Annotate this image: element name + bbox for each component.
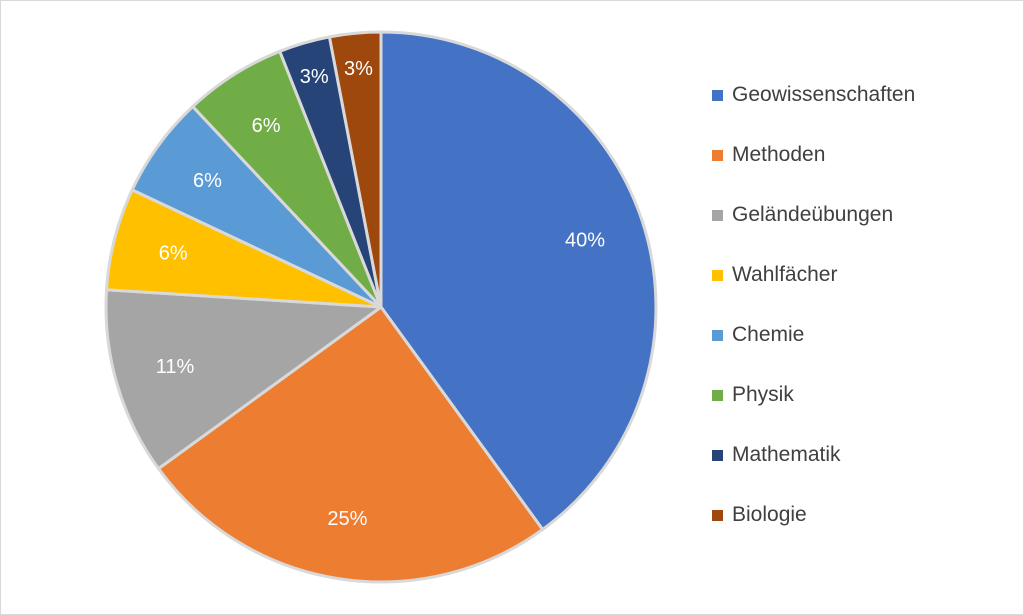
legend-item-methoden: Methoden <box>712 140 825 170</box>
legend-label: Physik <box>732 383 794 406</box>
legend-label: Geowissenschaften <box>732 83 916 106</box>
legend-swatch <box>712 509 723 521</box>
data-label-geowissenschaften: 40% <box>565 230 605 252</box>
legend-swatch <box>712 89 723 101</box>
legend-label: Methoden <box>732 143 826 166</box>
data-label-physik: 6% <box>252 115 281 137</box>
legend-item-wahlfaecher: Wahlfächer <box>712 260 837 290</box>
legend-swatch <box>712 149 723 161</box>
data-label-mathematik: 3% <box>300 66 329 88</box>
pie-slices <box>104 30 658 584</box>
data-label-methoden: 25% <box>327 508 367 530</box>
legend-label: Chemie <box>732 323 805 346</box>
pie-slice-geowissenschaften <box>379 30 658 531</box>
legend-label: Mathematik <box>732 443 841 466</box>
pie-slice-biologie <box>327 30 383 309</box>
pie-slice-gelaendeuebungen <box>104 288 383 471</box>
legend-label: Biologie <box>732 503 807 526</box>
legend-item-gelaendeuebungen: Geländeübungen <box>712 200 893 230</box>
legend-swatch <box>712 269 723 281</box>
legend-item-geowissenschaften: Geowissenschaften <box>712 80 915 110</box>
legend-item-biologie: Biologie <box>712 500 807 530</box>
legend-swatch <box>712 449 723 461</box>
pie-data-labels: 40% 25% 11% 6% 6% 6% 3% 3% <box>156 58 605 530</box>
legend-label: Geländeübungen <box>732 203 894 226</box>
legend-item-chemie: Chemie <box>712 320 804 350</box>
legend-label: Wahlfächer <box>732 263 838 286</box>
legend-item-mathematik: Mathematik <box>712 440 841 470</box>
data-label-biologie: 3% <box>344 58 373 80</box>
legend-swatch <box>712 329 723 341</box>
legend-item-physik: Physik <box>712 380 794 410</box>
data-label-gelaendeuebungen: 11% <box>156 356 195 378</box>
pie-slice-methoden <box>157 305 545 584</box>
data-label-wahlfaecher: 6% <box>159 243 188 265</box>
legend-swatch <box>712 209 723 221</box>
data-label-chemie: 6% <box>193 170 222 192</box>
legend-swatch <box>712 389 723 401</box>
